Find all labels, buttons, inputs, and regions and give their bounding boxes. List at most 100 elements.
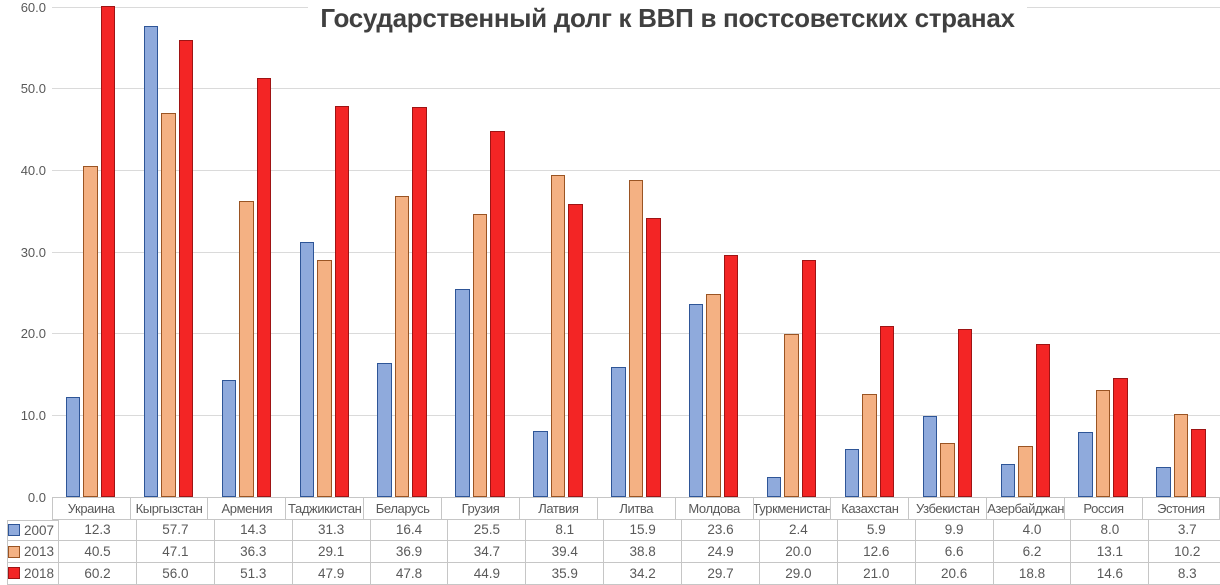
bar-group-Туркменистан <box>753 0 831 497</box>
bar-2018-Казахстан <box>879 325 895 497</box>
table-value-2013-Армения: 36.3 <box>213 541 292 562</box>
bar-2013-Казахстан <box>862 394 877 497</box>
bar-group-Литва <box>597 0 675 497</box>
bar-2007-Грузия <box>455 288 470 497</box>
table-value-2018-Казахстан: 21.0 <box>836 563 915 584</box>
bar-2013-Беларусь <box>394 195 410 497</box>
table-header-cell-Казахстан: Казахстан <box>830 498 908 519</box>
bar-2013-Литва <box>628 180 644 497</box>
bar-2013-Молдова <box>706 293 721 497</box>
table-header-cell-Туркменистан: Туркменистан <box>752 498 830 519</box>
y-tick-label-10.0: 10.0 <box>20 407 46 423</box>
table-value-2007-Россия: 8.0 <box>1070 519 1148 541</box>
legend-cell-2013: 2013 <box>7 541 58 562</box>
table-value-2007-Беларусь: 16.4 <box>369 519 448 541</box>
bar-2018-Армения <box>256 78 272 497</box>
bar-group-Молдова <box>675 0 753 497</box>
legend-year-label-2018: 2018 <box>24 565 55 581</box>
table-value-2007-Узбекистан: 9.9 <box>914 519 993 541</box>
bar-2018-Узбекистан <box>957 328 973 497</box>
table-value-2018-Армения: 51.3 <box>213 563 292 584</box>
table-value-2007-Латвия: 8.1 <box>525 519 603 541</box>
bar-2007-Туркменистан <box>766 477 782 497</box>
table-value-2018-Узбекистан: 20.6 <box>914 563 993 584</box>
bar-2013-Украина <box>83 166 98 497</box>
bar-2007-Кыргызстан <box>143 26 159 497</box>
bar-2007-Беларусь <box>377 363 392 497</box>
table-value-2007-Украина: 12.3 <box>58 519 136 541</box>
bar-2018-Азербайджан <box>1035 343 1051 497</box>
table-header-cell-Таджикистан: Таджикистан <box>285 498 363 519</box>
bar-group-Россия <box>1064 0 1142 497</box>
table-row-2018: 2018 60.2 56.0 51.3 47.9 47.8 44.9 35.9 34.2 29.7… <box>7 563 1220 585</box>
bar-2018-Грузия <box>490 130 505 497</box>
bar-2007-Молдова <box>688 304 704 497</box>
bar-group-Казахстан <box>831 0 909 497</box>
bar-group-Эстония <box>1142 0 1220 497</box>
table-value-2007-Азербайджан: 4.0 <box>992 519 1071 541</box>
table-value-2018-Азербайджан: 18.8 <box>992 563 1071 584</box>
bar-group-Беларусь <box>363 0 441 497</box>
table-value-2013-Россия: 13.1 <box>1070 541 1148 562</box>
table-value-2018-Россия: 14.6 <box>1070 563 1148 584</box>
bar-2018-Россия <box>1113 377 1128 497</box>
table-value-2007-Армения: 14.3 <box>213 519 292 541</box>
bar-2007-Литва <box>611 367 626 497</box>
table-value-2018-Туркменистан: 29.0 <box>758 563 837 584</box>
y-tick-label-60.0: 60.0 <box>20 0 46 15</box>
bar-2018-Туркменистан <box>801 260 817 497</box>
table-value-2013-Казахстан: 12.6 <box>836 541 915 562</box>
bar-2007-Эстония <box>1156 466 1171 497</box>
table-value-2018-Литва: 34.2 <box>603 563 681 584</box>
bar-2013-Эстония <box>1173 413 1189 497</box>
table-header-cell-Украина: Украина <box>51 498 130 519</box>
legend-cell-2007: 2007 <box>7 519 59 541</box>
table-header-cell-Азербайджан: Азербайджан <box>986 498 1064 519</box>
table-header-cell-Россия: Россия <box>1064 498 1142 519</box>
bar-2013-Грузия <box>472 213 488 497</box>
bar-2018-Латвия <box>568 204 583 497</box>
table-header-cell-Беларусь: Беларусь <box>363 498 441 519</box>
table-header-cell-Эстония: Эстония <box>1141 498 1220 519</box>
bar-2013-Россия <box>1095 390 1111 497</box>
table-header-cell-Армения: Армения <box>207 498 285 519</box>
bar-group-Армения <box>207 0 285 497</box>
bar-2018-Таджикистан <box>334 106 350 497</box>
table-value-2007-Казахстан: 5.9 <box>836 519 915 541</box>
y-tick-label-50.0: 50.0 <box>20 81 46 97</box>
bar-group-Грузия <box>441 0 519 497</box>
bar-group-Кыргызстан <box>130 0 208 497</box>
legend-swatch-2018 <box>8 567 20 580</box>
table-value-2013-Латвия: 39.4 <box>525 541 603 562</box>
table-header-cell-Узбекистан: Узбекистан <box>908 498 986 519</box>
table-value-2007-Кыргызстан: 57.7 <box>135 519 214 541</box>
table-value-2007-Эстония: 3.7 <box>1148 519 1220 541</box>
y-tick-label-20.0: 20.0 <box>20 326 46 342</box>
y-tick-label-0.0: 0.0 <box>27 489 46 505</box>
bar-group-Азербайджан <box>986 0 1064 497</box>
table-value-2007-Литва: 15.9 <box>603 519 681 541</box>
table-row-2007: 2007 12.3 57.7 14.3 31.3 16.4 25.5 8.1 15.9 23.6 2… <box>7 519 1220 542</box>
table-value-2018-Латвия: 35.9 <box>525 563 603 584</box>
table-header-cell-Грузия: Грузия <box>441 498 519 519</box>
bar-2013-Кыргызстан <box>161 112 176 497</box>
table-value-2018-Беларусь: 47.8 <box>369 563 448 584</box>
table-value-2013-Эстония: 10.2 <box>1148 541 1220 562</box>
table-value-2013-Литва: 38.8 <box>603 541 681 562</box>
table-value-2013-Таджикистан: 29.1 <box>291 541 370 562</box>
bar-2007-Азербайджан <box>1000 464 1016 497</box>
table-value-2007-Туркменистан: 2.4 <box>758 519 837 541</box>
y-tick-label-40.0: 40.0 <box>20 163 46 179</box>
bar-2007-Латвия <box>533 430 548 497</box>
bar-2007-Узбекистан <box>922 416 938 497</box>
bar-2013-Азербайджан <box>1018 446 1033 497</box>
legend-year-label-2013: 2013 <box>24 544 55 560</box>
table-value-2013-Грузия: 34.7 <box>447 541 525 562</box>
table-value-2018-Украина: 60.2 <box>58 563 136 584</box>
table-value-2018-Молдова: 29.7 <box>681 563 759 584</box>
table-value-2013-Молдова: 24.9 <box>681 541 759 562</box>
bar-2007-Россия <box>1078 431 1093 497</box>
bar-group-Украина <box>52 0 130 497</box>
bar-2018-Литва <box>646 217 661 497</box>
